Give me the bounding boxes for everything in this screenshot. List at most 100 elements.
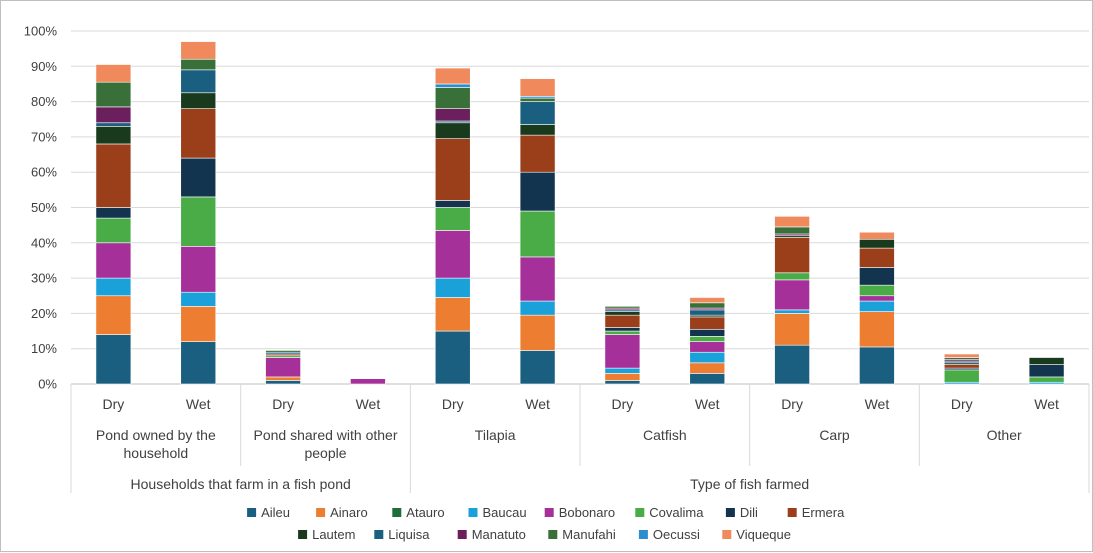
bar-segment-covalima — [95, 217, 132, 244]
bar-segment-lautem — [604, 311, 641, 316]
bar-segment-aileu — [519, 350, 556, 385]
bar-segment-dili — [434, 200, 471, 208]
bar-segment-covalima — [604, 330, 641, 335]
bar-segment-covalima — [434, 207, 471, 231]
legend-label-dili: Dili — [740, 505, 758, 520]
bar-segment-dili — [859, 267, 895, 286]
bar-segment-viqueque — [434, 67, 471, 85]
bar-segment-covalima — [180, 196, 217, 247]
bar-segment-ainaro — [604, 373, 641, 381]
x-axis-categories: Dry Wet Dry Wet Dry Wet Dry Wet Dry Wet Dry Wet Pond… — [70, 384, 1090, 493]
bar-segment-ermera — [434, 138, 471, 201]
bar-segment-ainaro — [434, 297, 471, 332]
legend-label-baucau: Baucau — [483, 505, 527, 520]
bar-segment-liquisa — [689, 309, 726, 316]
x-tick-label: Dry — [103, 396, 125, 412]
legend-label-oecussi: Oecussi — [653, 527, 700, 542]
bar-segment-bobonaro — [95, 242, 132, 279]
y-tick-label: 90% — [31, 59, 57, 74]
subgroup-label: Catfish — [643, 427, 687, 443]
subgroup-label: Tilapia — [475, 427, 516, 443]
y-tick-label: 10% — [31, 341, 57, 356]
bar-segment-dili — [1028, 364, 1065, 378]
x-tick-label: Dry — [442, 396, 464, 412]
bar-segment-dili — [689, 328, 726, 337]
legend-swatch-aileu — [247, 508, 257, 517]
legend-swatch-ermera — [787, 508, 797, 517]
legend-swatch-ainaro — [316, 508, 326, 517]
subgroup-label: Pond shared with other people — [254, 427, 398, 461]
legend-swatch-lautem — [298, 530, 308, 539]
bar-segment-ainaro — [689, 362, 726, 374]
bar-segment-manufahi — [180, 58, 217, 71]
bar-segment-viqueque — [95, 64, 132, 83]
bar-segment-aileu — [434, 330, 471, 385]
bar-segment-manufahi — [519, 97, 556, 102]
bar-segment-covalima — [859, 284, 895, 297]
bar-segment-dili — [180, 157, 217, 198]
x-tick-label: Wet — [865, 396, 890, 412]
legend-label-manatuto: Manatuto — [472, 527, 526, 542]
bar-segment-ainaro — [519, 314, 556, 351]
bar-segment-viqueque — [943, 353, 980, 358]
legend-label-manufahi: Manufahi — [562, 527, 616, 542]
bar-segment-bobonaro — [689, 341, 726, 353]
bar-segment-bobonaro — [774, 279, 810, 311]
legend: Aileu Ainaro Atauro Baucau Bobonaro Covalima D… — [247, 505, 845, 542]
y-tick-label: 70% — [31, 129, 57, 144]
bar-segment-bobonaro — [519, 256, 556, 302]
legend-swatch-baucau — [468, 508, 478, 517]
bar-segment-aileu — [774, 344, 810, 385]
bar-segment-bobonaro — [604, 334, 641, 369]
x-tick-label: Wet — [356, 396, 381, 412]
bar-segment-viqueque — [689, 297, 726, 304]
bar-segment-manufahi — [774, 226, 810, 235]
legend-label-viqueque: Viqueque — [736, 527, 791, 542]
bar-segment-baucau — [689, 351, 726, 364]
legend-swatch-bobonaro — [544, 508, 554, 517]
bar-segment-lautem — [434, 122, 471, 139]
y-tick-label: 60% — [31, 165, 57, 180]
y-tick-label: 50% — [31, 200, 57, 215]
bar-segment-manufahi — [95, 81, 132, 108]
bar-segment-ainaro — [95, 295, 132, 335]
bar-segment-dili — [95, 207, 132, 219]
bar-segment-aileu — [859, 346, 895, 385]
bar-segment-manufahi — [689, 302, 726, 309]
bar-segment-ainaro — [180, 306, 217, 342]
bar-segment-baucau — [859, 300, 895, 312]
bar-segment-ermera — [180, 108, 217, 159]
bar-segment-manatuto — [95, 106, 132, 124]
bar-segment-ermera — [95, 143, 132, 208]
bar-segment-covalima — [943, 369, 980, 383]
bar-segment-covalima — [519, 210, 556, 258]
y-tick-label: 80% — [31, 94, 57, 109]
bar-segment-covalima — [1028, 376, 1065, 383]
bar-segment-ermera — [689, 316, 726, 330]
bar-segment-viqueque — [774, 216, 810, 228]
x-tick-label: Dry — [272, 396, 294, 412]
bar-segment-baucau — [604, 367, 641, 374]
y-tick-label: 0% — [38, 377, 57, 392]
bar-segment-covalima — [774, 272, 810, 281]
legend-swatch-liquisa — [374, 530, 384, 539]
bar-segment-bobonaro — [859, 295, 895, 302]
bar-segment-ermera — [859, 247, 895, 268]
x-tick-label: Wet — [1034, 396, 1059, 412]
bar-segment-manufahi — [434, 87, 471, 109]
bar-segment-bobonaro — [265, 357, 301, 378]
legend-label-lautem: Lautem — [312, 527, 355, 542]
legend-swatch-manufahi — [548, 530, 558, 539]
bar-segment-dili — [604, 327, 641, 332]
bar-segment-ainaro — [859, 311, 895, 348]
bar-segment-bobonaro — [180, 246, 217, 293]
group-label: Households that farm in a fish pond — [131, 476, 351, 492]
bar-segment-manufahi — [265, 350, 301, 353]
legend-label-covalima: Covalima — [649, 505, 704, 520]
bar-segment-aileu — [95, 334, 132, 385]
bar-segment-bobonaro — [350, 378, 386, 385]
bar-segment-lautem — [1028, 357, 1065, 365]
bar-segment-liquisa — [95, 122, 132, 127]
